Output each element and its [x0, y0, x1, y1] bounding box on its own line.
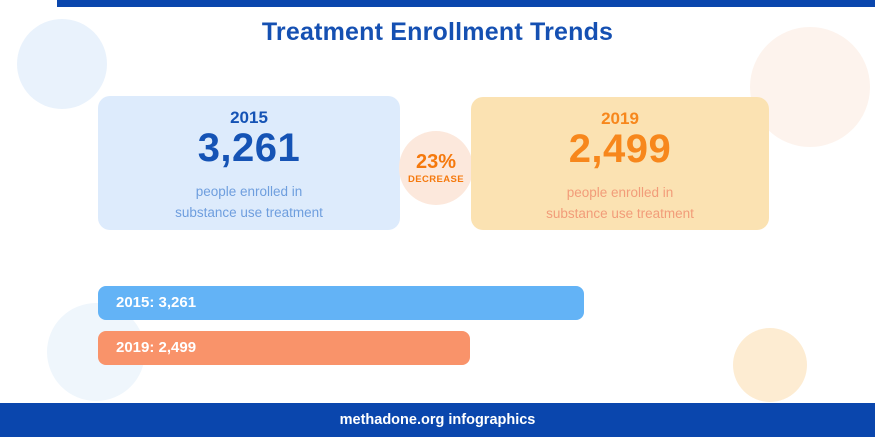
- stat-caption-2015: people enrolled in substance use treatme…: [98, 182, 400, 224]
- stat-caption-2015-line2: substance use treatment: [175, 204, 323, 220]
- bar-2019-label: 2019: 2,499: [116, 339, 197, 356]
- stat-card-2015: 2015 3,261 people enrolled in substance …: [98, 96, 400, 230]
- stat-year-2015: 2015: [230, 108, 268, 127]
- bar-chart: 2015: 3,261 2019: 2,499: [98, 286, 584, 376]
- stat-caption-2019-line2: substance use treatment: [546, 205, 694, 221]
- page-title: Treatment Enrollment Trends: [261, 18, 614, 46]
- footer-text: methadone.org infographics: [339, 412, 536, 428]
- decor-circle-top-left: [17, 19, 107, 109]
- stat-caption-2019-line1: people enrolled in: [566, 184, 674, 200]
- bar-2015: 2015: 3,261: [98, 286, 584, 320]
- decor-circle-top-right: [750, 27, 870, 147]
- decrease-label: DECREASE: [408, 174, 464, 185]
- stat-caption-2015-line1: people enrolled in: [195, 183, 303, 199]
- footer-bar: methadone.org infographics: [0, 403, 875, 437]
- stat-year-2019: 2019: [601, 109, 639, 128]
- bar-2019: 2019: 2,499: [98, 331, 471, 365]
- stat-value-2015: 3,261: [197, 126, 301, 170]
- top-accent-bar: [57, 0, 875, 7]
- decrease-badge: 23% DECREASE: [399, 131, 473, 205]
- stat-caption-2019: people enrolled in substance use treatme…: [471, 183, 769, 225]
- decor-circle-bottom-right: [733, 328, 807, 402]
- bar-2015-label: 2015: 3,261: [116, 294, 197, 311]
- decrease-percent: 23%: [415, 151, 457, 173]
- stat-value-2019: 2,499: [568, 127, 672, 171]
- stat-card-2019: 2019 2,499 people enrolled in substance …: [471, 97, 769, 230]
